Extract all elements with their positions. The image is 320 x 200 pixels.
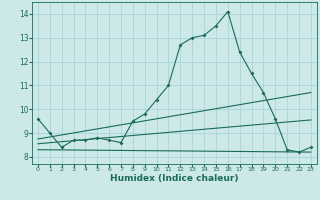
X-axis label: Humidex (Indice chaleur): Humidex (Indice chaleur) bbox=[110, 174, 239, 183]
